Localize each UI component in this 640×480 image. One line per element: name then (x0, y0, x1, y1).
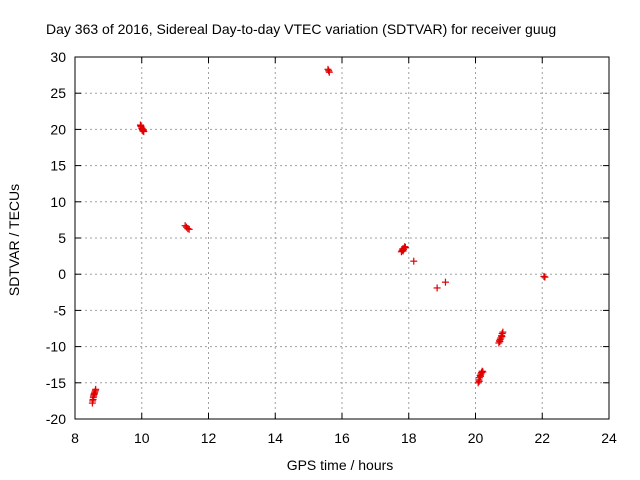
data-point (477, 372, 485, 380)
x-tick-label: 22 (534, 430, 550, 446)
data-point (410, 257, 418, 265)
data-point (441, 278, 449, 286)
data-point (401, 243, 409, 251)
data-point (541, 273, 549, 281)
data-point (325, 68, 333, 76)
data-point (399, 247, 407, 255)
y-tick-label: 25 (50, 85, 66, 101)
y-tick-labels: 30 25 20 15 10 5 0 -5 -10 -15 -20 (46, 49, 66, 427)
y-tick-label: 10 (50, 194, 66, 210)
x-tick-label: 18 (401, 430, 417, 446)
y-axis-label: SDTVAR / TECUs (6, 184, 22, 296)
x-tick-label: 20 (468, 430, 484, 446)
data-point (499, 328, 507, 336)
data-point (89, 397, 97, 405)
y-tick-label: 0 (58, 266, 66, 282)
x-tick-label: 10 (134, 430, 150, 446)
data-point (475, 377, 483, 385)
y-tick-label: 20 (50, 121, 66, 137)
data-point (478, 367, 486, 375)
data-point (90, 390, 98, 398)
axis-ticks (74, 56, 610, 420)
x-tick-label: 8 (71, 430, 79, 446)
y-tick-label: -5 (54, 302, 67, 318)
data-point (185, 225, 193, 233)
y-tick-label: -10 (46, 339, 66, 355)
data-point (479, 368, 487, 376)
y-tick-label: 15 (50, 158, 66, 174)
x-tick-label: 14 (267, 430, 283, 446)
y-tick-label: -15 (46, 375, 66, 391)
chart-title: Day 363 of 2016, Sidereal Day-to-day VTE… (46, 21, 556, 37)
data-point (184, 225, 192, 233)
x-tick-labels: 8 10 12 14 16 18 20 22 24 (71, 430, 617, 446)
grid (75, 57, 609, 419)
x-axis-label: GPS time / hours (287, 457, 394, 473)
data-point (401, 243, 409, 251)
data-points (88, 65, 549, 407)
data-point (325, 67, 333, 75)
data-point (478, 369, 486, 377)
data-point (92, 385, 100, 393)
data-point (433, 284, 441, 292)
x-tick-label: 24 (601, 430, 617, 446)
y-tick-label: -20 (46, 411, 66, 427)
data-point (496, 338, 504, 346)
x-tick-label: 16 (334, 430, 350, 446)
data-point (139, 126, 147, 134)
data-point (498, 332, 506, 340)
data-point (139, 127, 147, 135)
y-tick-label: 30 (50, 49, 66, 65)
data-point (540, 272, 548, 280)
x-tick-label: 12 (201, 430, 217, 446)
y-tick-label: 5 (58, 230, 66, 246)
